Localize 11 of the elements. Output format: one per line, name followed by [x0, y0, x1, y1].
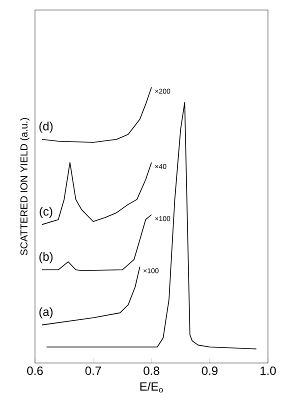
series-label: (a)	[39, 307, 53, 318]
x-tick-label: 0.8	[144, 366, 160, 376]
series-label: (c)	[40, 206, 52, 218]
x-tick-label: 1.0	[260, 366, 276, 376]
x-tick-label: 0.6	[27, 366, 43, 376]
x-axis-title: E/E$_{o}$	[140, 382, 163, 392]
x-tick-label: 0.7	[85, 366, 101, 376]
x-tick-label: 0.9	[202, 366, 218, 376]
series-label: (b)	[39, 252, 53, 264]
series-label: (d)	[39, 122, 53, 133]
y-axis-title: SCATTERED ION YIELD (a.u.)	[20, 118, 30, 256]
